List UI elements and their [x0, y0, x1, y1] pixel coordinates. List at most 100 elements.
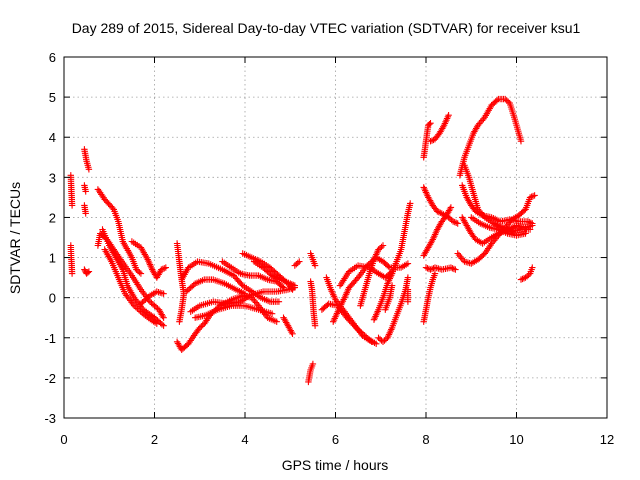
data-point: [375, 334, 382, 341]
data-point: [404, 274, 412, 281]
data-point: [526, 226, 534, 233]
data-point: [68, 202, 76, 209]
data-point: [449, 265, 456, 272]
data-point: [82, 188, 89, 195]
data-point: [311, 262, 319, 269]
data-point: [140, 297, 148, 305]
data-point: [152, 303, 160, 311]
data-point: [431, 270, 439, 277]
data-point: [446, 215, 454, 222]
data-point: [84, 269, 91, 276]
data-point: [288, 281, 295, 288]
y-tick-label: 2: [49, 210, 56, 225]
data-point: [264, 268, 271, 275]
y-tick-label: 6: [49, 50, 56, 65]
x-axis-label: GPS time / hours: [282, 457, 389, 473]
data-point: [134, 267, 142, 275]
data-point: [345, 316, 352, 323]
data-point: [428, 265, 436, 273]
y-tick-label: 5: [49, 90, 56, 105]
data-point: [350, 322, 358, 329]
data-point: [133, 266, 140, 273]
x-tick-label: 8: [422, 432, 429, 447]
data-point: [376, 335, 384, 343]
data-point: [296, 258, 303, 265]
data-point: [158, 266, 165, 273]
data-point: [68, 270, 76, 277]
data-point: [453, 219, 460, 226]
data-point: [136, 269, 143, 276]
data-point: [195, 326, 202, 333]
data-point: [427, 120, 434, 127]
x-tick-label: 6: [332, 432, 339, 447]
data-point: [378, 243, 385, 251]
data-point: [381, 337, 388, 344]
data-point: [505, 98, 512, 105]
data-point: [452, 266, 459, 273]
data-point: [404, 260, 412, 267]
data-point: [451, 218, 458, 226]
data-point: [162, 264, 169, 271]
data-point: [85, 268, 93, 275]
data-point: [273, 318, 280, 325]
data-point: [268, 310, 276, 317]
data-point: [109, 204, 116, 212]
data-point: [424, 265, 431, 272]
data-point: [353, 325, 360, 332]
data-point: [529, 192, 537, 200]
y-axis-ticks: -3 -2 -1 0 1 2 3 4 5 6: [44, 50, 607, 426]
data-point: [373, 340, 380, 347]
data-point: [379, 338, 387, 345]
data-point: [190, 281, 197, 289]
data-point: [176, 318, 183, 325]
data-point: [385, 263, 392, 270]
y-axis-label: SDTVAR / TECUs: [7, 182, 23, 294]
data-marks: [67, 95, 538, 386]
data-point: [85, 166, 93, 173]
data-point: [493, 97, 501, 104]
data-point: [189, 283, 196, 290]
data-point: [528, 193, 535, 200]
data-point: [241, 290, 249, 297]
data-point: [502, 95, 509, 103]
data-point: [160, 290, 167, 297]
data-point: [186, 285, 193, 293]
data-point: [525, 271, 532, 279]
y-tick-label: 1: [49, 251, 56, 266]
data-point: [311, 322, 319, 329]
data-point: [153, 320, 160, 327]
data-point: [454, 220, 461, 227]
data-point: [529, 220, 536, 227]
data-point: [82, 210, 89, 217]
y-tick-label: 0: [49, 291, 56, 306]
data-point: [529, 264, 536, 271]
data-point: [447, 204, 455, 211]
data-point: [137, 270, 145, 277]
data-point: [160, 322, 167, 329]
data-point: [407, 200, 414, 207]
x-tick-label: 12: [600, 432, 614, 447]
data-point: [184, 287, 191, 294]
x-tick-label: 2: [151, 432, 158, 447]
data-point: [289, 330, 296, 337]
data-point: [268, 265, 275, 273]
data-point: [388, 282, 396, 289]
data-point: [427, 138, 434, 145]
data-point: [450, 265, 458, 273]
data-point: [404, 298, 412, 305]
data-point: [347, 319, 355, 326]
data-point: [522, 230, 529, 237]
data-point: [434, 208, 441, 215]
data-point: [447, 264, 455, 271]
data-point: [266, 264, 274, 271]
data-point: [526, 218, 533, 226]
data-point: [81, 266, 88, 273]
data-point: [349, 320, 356, 327]
data-point: [428, 137, 436, 144]
data-point: [278, 283, 286, 290]
x-axis-ticks: 0 2 4 6 8 10 12: [60, 57, 614, 447]
x-tick-label: 4: [241, 432, 248, 447]
data-point: [267, 271, 274, 278]
data-point: [309, 360, 317, 368]
data-point: [287, 280, 294, 287]
